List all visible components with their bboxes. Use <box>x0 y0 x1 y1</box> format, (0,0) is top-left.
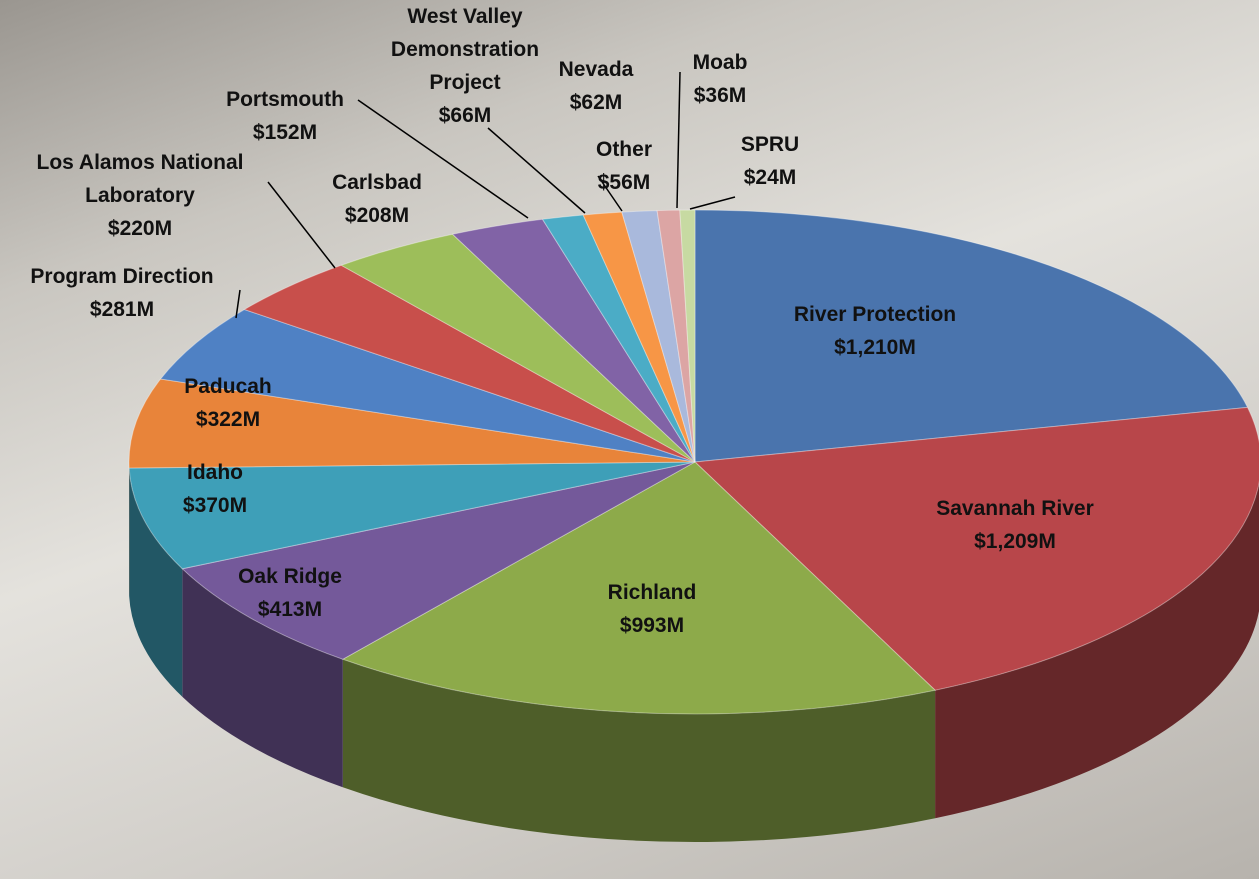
category-label: Portsmouth <box>226 88 344 111</box>
category-label: Moab <box>692 51 748 74</box>
slice <box>679 209 696 463</box>
slice <box>656 209 696 463</box>
category-label: West Valley Demonstration Project <box>390 5 540 94</box>
value-label: $152M <box>252 121 318 144</box>
slice-side <box>342 659 936 842</box>
slice <box>451 218 696 463</box>
value-label: $24M <box>743 166 797 189</box>
data-label: SPRU $24M <box>715 128 825 194</box>
category-label: Program Direction <box>30 265 214 288</box>
slice <box>341 461 937 715</box>
value-label: $993M <box>619 614 685 637</box>
leader-line <box>689 196 736 210</box>
value-label: $322M <box>195 408 261 431</box>
value-label: $1,209M <box>974 530 1056 553</box>
leader-line <box>235 289 241 319</box>
data-label: West Valley Demonstration Project $66M <box>370 0 560 132</box>
slice-side <box>182 568 343 788</box>
value-label: $208M <box>344 204 410 227</box>
value-label: $36M <box>693 84 747 107</box>
category-label: Richland <box>607 581 697 604</box>
data-label: Program Direction $281M <box>0 260 252 326</box>
data-label: Carlsbad $208M <box>277 166 477 232</box>
slice-side <box>935 482 1259 819</box>
data-label: Paducah $322M <box>128 370 328 436</box>
slice <box>128 461 696 570</box>
category-label: Savannah River <box>936 497 1094 520</box>
data-label: Portsmouth $152M <box>185 83 385 149</box>
category-label: Los Alamos National Laboratory <box>36 151 244 207</box>
slice <box>541 214 696 463</box>
value-label: $62M <box>569 91 623 114</box>
category-label: Other <box>595 138 652 161</box>
data-label: Oak Ridge $413M <box>190 560 390 626</box>
slice-side <box>129 468 183 697</box>
slice <box>340 233 696 463</box>
category-label: Nevada <box>558 58 634 81</box>
category-label: Paducah <box>184 375 272 398</box>
slice <box>243 264 696 463</box>
value-label: $281M <box>89 298 155 321</box>
data-label: Nevada $62M <box>541 53 651 119</box>
category-label: Carlsbad <box>332 171 422 194</box>
slice <box>128 378 696 469</box>
value-label: $370M <box>182 494 248 517</box>
data-label: Idaho $370M <box>115 456 315 522</box>
data-label: Other $56M <box>569 133 679 199</box>
data-label: Richland $993M <box>552 576 752 642</box>
slice <box>582 211 696 463</box>
category-label: River Protection <box>793 303 957 326</box>
data-label: Moab $36M <box>665 46 775 112</box>
data-label: River Protection $1,210M <box>725 298 1025 364</box>
slice <box>621 210 696 463</box>
value-label: $220M <box>107 217 173 240</box>
category-label: SPRU <box>740 133 800 156</box>
slice <box>694 209 1249 463</box>
slice <box>181 461 696 660</box>
data-label: Los Alamos National Laboratory $220M <box>5 146 275 245</box>
slice <box>159 308 696 463</box>
leader-line <box>487 127 586 214</box>
leader-line <box>357 99 529 219</box>
value-label: $66M <box>438 104 492 127</box>
leader-line <box>267 181 336 269</box>
category-label: Oak Ridge <box>238 565 342 588</box>
leader-line <box>676 71 681 209</box>
value-label: $413M <box>257 598 323 621</box>
leader-line <box>597 175 623 212</box>
slice <box>693 406 1259 691</box>
data-label: Savannah River $1,209M <box>885 492 1145 558</box>
category-label: Idaho <box>187 461 243 484</box>
value-label: $1,210M <box>834 336 916 359</box>
value-label: $56M <box>597 171 651 194</box>
